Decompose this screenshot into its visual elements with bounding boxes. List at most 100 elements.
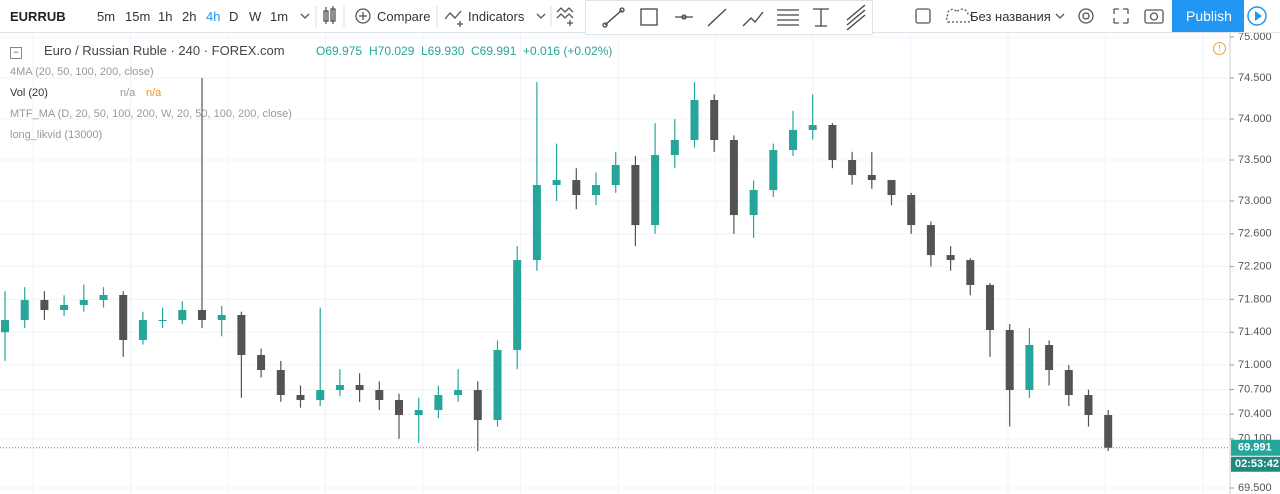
y-tick-label: 69.500 (1238, 482, 1272, 494)
candle-body (434, 395, 443, 411)
candle-body (572, 180, 581, 196)
candle-body (926, 225, 935, 256)
candle-body (257, 355, 266, 371)
timeframe[interactable]: 4h (206, 9, 221, 24)
candle-body (828, 125, 837, 161)
y-tick-label: 70.400 (1238, 408, 1272, 420)
y-tick-label: 71.800 (1238, 293, 1272, 305)
candle-body (316, 390, 325, 401)
y-tick-label: 72.200 (1238, 261, 1272, 273)
candle-body (395, 400, 403, 416)
symbol-title: Euro / Russian Ruble · 240 · FOREX.com (44, 43, 285, 58)
timeframe[interactable]: 1m (270, 9, 289, 24)
ohlc-high: H70.029 (369, 44, 415, 58)
timeframe[interactable]: 2h (182, 9, 197, 24)
candle-body (1045, 345, 1054, 371)
last-price-label: 69.991 (1238, 442, 1272, 454)
candle-body (867, 175, 876, 181)
timeframe[interactable]: D (229, 9, 239, 24)
candle-body (946, 255, 955, 261)
timeframe[interactable]: 1h (158, 9, 173, 24)
countdown-label: 02:53:42 (1235, 458, 1279, 470)
y-tick-label: 71.400 (1238, 326, 1272, 338)
candle-body (158, 319, 167, 321)
indicator-value: n/a (120, 87, 136, 99)
y-tick-label: 74.000 (1238, 113, 1272, 125)
candle-body (99, 294, 108, 300)
candle-body (690, 99, 699, 141)
candle-body (887, 180, 896, 196)
y-tick-label: 70.700 (1238, 384, 1272, 396)
timeframe[interactable]: 15m (125, 9, 151, 24)
y-tick-label: 71.000 (1238, 359, 1272, 371)
symbol[interactable]: EURRUB (10, 9, 66, 24)
candle-body (611, 165, 620, 186)
candle-body (1, 319, 9, 333)
y-tick-label: 75.000 (1238, 31, 1272, 43)
indicator-value: n/a (146, 87, 162, 99)
candle-body (335, 385, 344, 391)
y-tick-label: 74.500 (1238, 72, 1272, 84)
candle-body (473, 390, 482, 421)
candle-body (178, 309, 187, 320)
y-tick-label: 72.600 (1238, 228, 1272, 240)
candle-body (552, 180, 561, 186)
candle-body (493, 350, 502, 421)
candle-body (296, 395, 305, 401)
candle-body (513, 260, 522, 351)
last-price-tag (1231, 439, 1280, 456)
layout-name[interactable]: Без названия (970, 9, 1051, 24)
candle-body (907, 195, 916, 226)
candle-body (966, 260, 975, 285)
indicator[interactable]: MTF_MA (D, 20, 50, 100, 200, W, 20, 50, … (10, 108, 292, 120)
ohlc-close: C69.991 (471, 44, 517, 58)
candle-body (138, 319, 147, 341)
candle-body (1084, 395, 1093, 416)
candle-body (119, 294, 128, 341)
legend-title-row: − Euro / Russian Ruble · 240 · FOREX.com (10, 43, 285, 59)
countdown-tag (1231, 456, 1280, 472)
publish-button[interactable]: Publish (1186, 8, 1232, 24)
indicator[interactable]: 4MA (20, 50, 100, 200, close) (10, 66, 154, 78)
candle-body (454, 390, 463, 396)
candle-body (79, 299, 88, 305)
timeframe[interactable]: 5m (97, 9, 116, 24)
drawing-toolbar (585, 0, 873, 35)
indicator[interactable]: Vol (20) (10, 87, 48, 99)
indicator[interactable]: long_likvid (13000) (10, 129, 103, 141)
candle-body (1104, 415, 1113, 448)
candle-body (848, 160, 857, 176)
candle-body (60, 304, 69, 310)
candle-body (375, 390, 384, 401)
candle-body (217, 314, 226, 320)
candle-body (789, 130, 797, 151)
candle-body (1025, 345, 1034, 391)
candle-body (729, 140, 738, 216)
candle-body (749, 190, 758, 216)
candle-body (198, 309, 206, 320)
indicators-button[interactable]: Indicators (468, 9, 525, 24)
timeframe[interactable]: W (249, 9, 262, 24)
price-axis (1230, 33, 1280, 494)
candle-body (769, 150, 778, 191)
candle-body (276, 370, 285, 396)
candle-body (355, 385, 364, 391)
candle-body (237, 314, 246, 356)
candle-body (20, 299, 29, 320)
candle-body (40, 299, 49, 310)
candle-body (710, 99, 719, 141)
ohlc-low: L69.930 (421, 44, 465, 58)
candle-body (986, 284, 994, 331)
candle-body (1005, 330, 1014, 391)
candle-body (592, 185, 600, 196)
y-tick-label: 73.500 (1238, 154, 1272, 166)
compare-button[interactable]: Compare (377, 9, 431, 24)
candle-body (1064, 370, 1073, 396)
candle-body (651, 155, 660, 226)
ohlc-change: +0.016 (+0.02%) (523, 44, 613, 58)
y-tick-label: 73.000 (1238, 195, 1272, 207)
ohlc-open: O69.975 (316, 44, 363, 58)
candle-body (532, 185, 541, 261)
